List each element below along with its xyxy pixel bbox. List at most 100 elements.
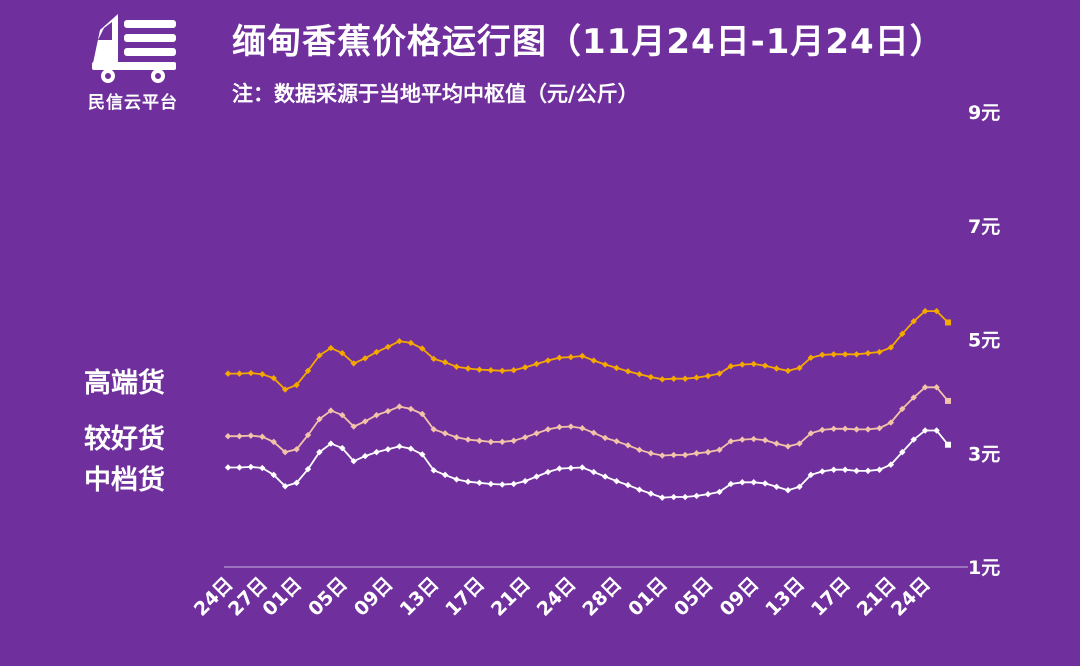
data-point bbox=[613, 438, 620, 445]
data-point bbox=[887, 461, 895, 468]
data-point bbox=[784, 367, 792, 374]
data-point bbox=[921, 384, 929, 391]
data-point bbox=[453, 476, 460, 483]
truck-logo-icon bbox=[92, 14, 176, 83]
data-point bbox=[384, 407, 392, 415]
data-point bbox=[499, 367, 506, 374]
data-point bbox=[876, 348, 883, 356]
data-point bbox=[647, 450, 655, 457]
data-point bbox=[270, 438, 277, 446]
data-point bbox=[853, 426, 860, 433]
data-point bbox=[259, 464, 266, 472]
data-point bbox=[945, 397, 951, 404]
data-point bbox=[773, 365, 780, 372]
data-point bbox=[407, 445, 415, 452]
x-tick-label: 17日 bbox=[807, 573, 855, 621]
data-point bbox=[636, 370, 643, 378]
series-line bbox=[228, 429, 949, 499]
chart-note: 注：数据采源于当地平均中枢值（元/公斤） bbox=[232, 82, 639, 106]
data-point bbox=[441, 471, 449, 479]
data-point bbox=[876, 466, 883, 473]
data-point bbox=[933, 384, 940, 391]
data-point bbox=[899, 448, 906, 456]
data-point bbox=[361, 355, 369, 362]
data-point bbox=[556, 465, 563, 472]
data-point bbox=[316, 415, 323, 423]
data-point bbox=[693, 492, 700, 500]
data-point bbox=[396, 403, 403, 410]
data-point bbox=[476, 479, 483, 487]
data-point bbox=[613, 477, 620, 485]
data-point bbox=[921, 427, 929, 434]
data-point bbox=[430, 355, 437, 363]
x-tick-label: 01日 bbox=[258, 573, 306, 621]
data-point bbox=[419, 345, 426, 352]
x-tick-label: 27日 bbox=[224, 573, 272, 621]
series-label: 中档货 bbox=[84, 464, 165, 496]
data-point bbox=[613, 364, 620, 372]
data-point bbox=[704, 491, 712, 498]
data-point bbox=[533, 430, 540, 437]
data-point bbox=[361, 418, 369, 425]
data-point bbox=[807, 471, 815, 479]
data-point bbox=[819, 351, 826, 359]
data-point bbox=[304, 367, 312, 374]
data-point bbox=[567, 423, 575, 430]
data-point bbox=[830, 425, 837, 432]
x-tick-label: 28日 bbox=[578, 573, 626, 621]
data-point bbox=[624, 481, 632, 489]
data-point bbox=[556, 423, 563, 431]
data-point bbox=[510, 367, 517, 374]
data-point bbox=[727, 480, 735, 488]
data-point bbox=[704, 372, 712, 380]
y-tick-label: 7元 bbox=[968, 216, 1000, 238]
data-point bbox=[807, 430, 815, 437]
data-point bbox=[784, 487, 792, 494]
x-tick-label: 21日 bbox=[487, 573, 535, 621]
data-point bbox=[750, 360, 757, 368]
data-point bbox=[339, 349, 346, 357]
data-point bbox=[647, 373, 655, 381]
data-point bbox=[236, 432, 243, 440]
data-point bbox=[910, 318, 917, 325]
data-point bbox=[373, 448, 380, 456]
data-point bbox=[933, 427, 940, 434]
data-point bbox=[407, 339, 415, 347]
data-point bbox=[304, 465, 312, 473]
data-point bbox=[384, 446, 392, 453]
data-point bbox=[556, 354, 563, 361]
data-point bbox=[590, 429, 597, 436]
data-point bbox=[419, 410, 426, 418]
data-point bbox=[670, 451, 677, 459]
data-point bbox=[887, 419, 895, 426]
data-point bbox=[841, 425, 849, 432]
data-point bbox=[293, 381, 300, 389]
data-point bbox=[739, 436, 746, 443]
data-point bbox=[750, 435, 757, 443]
x-tick-label: 01日 bbox=[624, 573, 672, 621]
data-point bbox=[693, 374, 700, 381]
data-point bbox=[281, 448, 289, 456]
data-point bbox=[761, 436, 769, 444]
data-point bbox=[830, 351, 837, 358]
data-point bbox=[384, 343, 392, 351]
data-point bbox=[521, 477, 529, 485]
data-point bbox=[270, 374, 277, 382]
data-point bbox=[796, 483, 803, 491]
data-point bbox=[864, 426, 872, 433]
data-point bbox=[407, 405, 415, 413]
data-point bbox=[373, 348, 380, 356]
data-point bbox=[704, 448, 712, 456]
data-point bbox=[544, 357, 552, 364]
data-point bbox=[796, 364, 803, 372]
data-point bbox=[579, 425, 586, 432]
data-point bbox=[590, 357, 597, 364]
series-0 bbox=[224, 307, 951, 393]
data-point bbox=[739, 361, 746, 368]
data-point bbox=[236, 464, 243, 471]
data-point bbox=[316, 352, 323, 359]
data-point bbox=[590, 468, 597, 476]
data-point bbox=[624, 442, 632, 449]
data-point bbox=[899, 330, 906, 338]
